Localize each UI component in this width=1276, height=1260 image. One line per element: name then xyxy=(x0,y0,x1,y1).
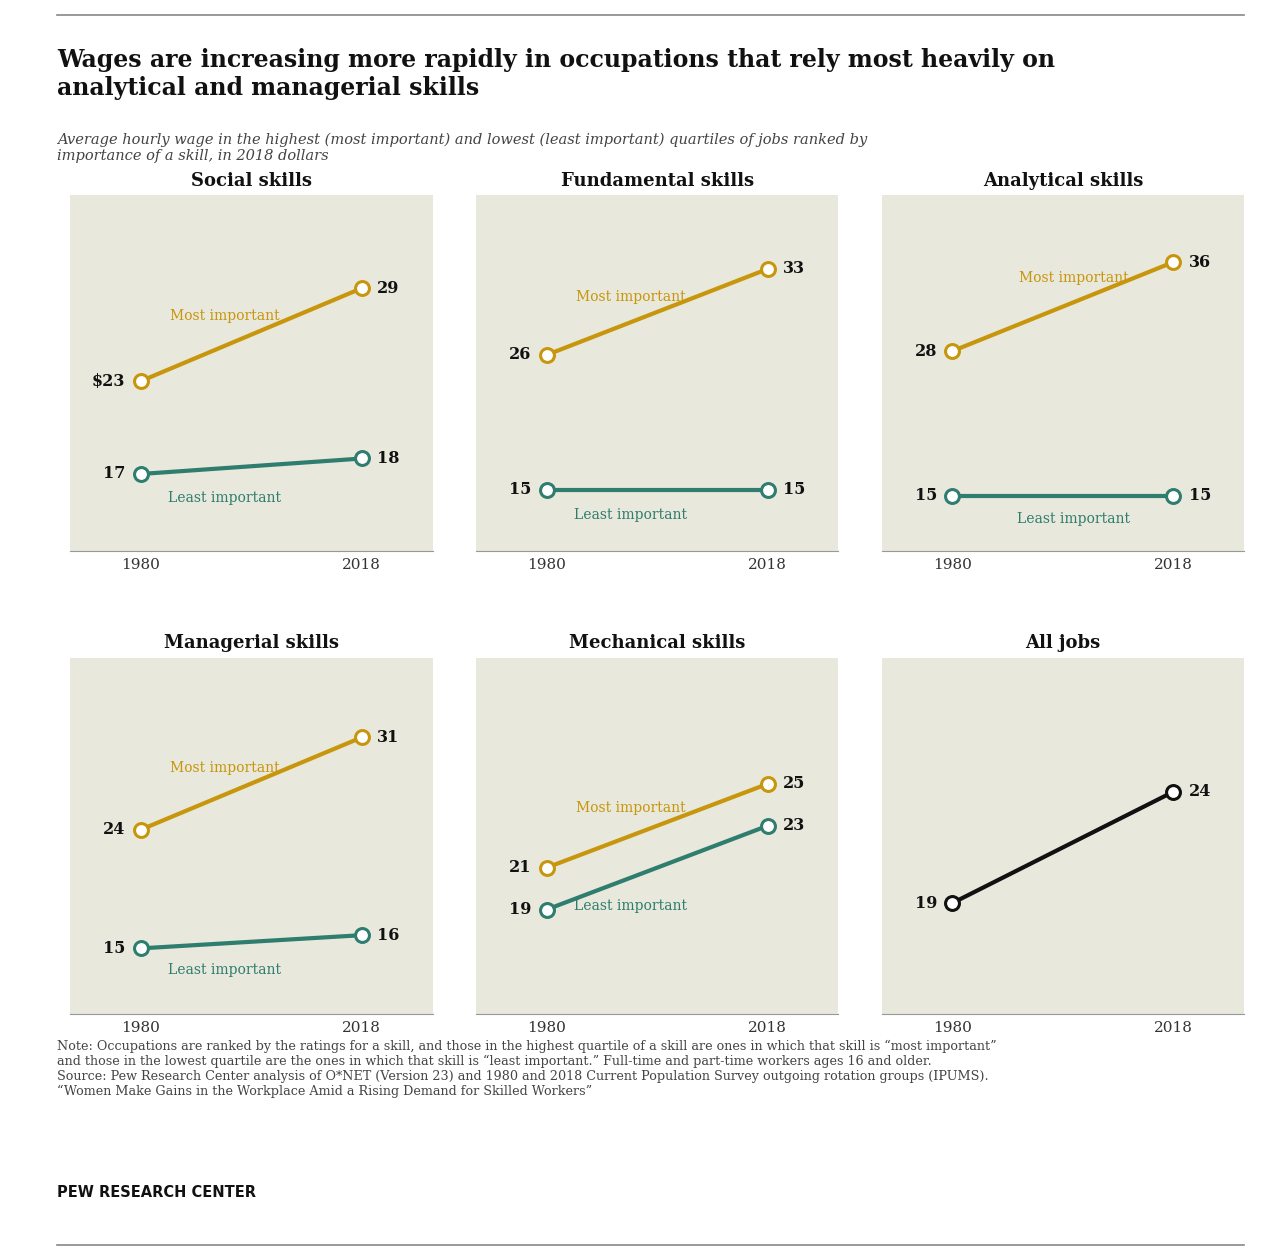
Text: 23: 23 xyxy=(783,818,805,834)
Title: Social skills: Social skills xyxy=(191,171,311,189)
Text: 28: 28 xyxy=(915,343,937,359)
Text: Most important: Most important xyxy=(170,761,279,775)
Text: 29: 29 xyxy=(378,280,399,296)
Text: 15: 15 xyxy=(103,940,125,956)
Text: Most important: Most important xyxy=(1020,271,1129,286)
Title: Managerial skills: Managerial skills xyxy=(163,635,339,653)
Text: PEW RESEARCH CENTER: PEW RESEARCH CENTER xyxy=(57,1184,256,1200)
Text: 36: 36 xyxy=(1189,253,1211,271)
Text: 24: 24 xyxy=(103,822,125,838)
Text: 15: 15 xyxy=(1189,488,1211,504)
Text: Note: Occupations are ranked by the ratings for a skill, and those in the highes: Note: Occupations are ranked by the rati… xyxy=(57,1040,997,1099)
Text: Least important: Least important xyxy=(574,898,688,912)
Text: Least important: Least important xyxy=(168,491,281,505)
Text: Most important: Most important xyxy=(170,309,279,323)
Text: 16: 16 xyxy=(378,926,399,944)
Text: 21: 21 xyxy=(509,859,531,876)
Title: Analytical skills: Analytical skills xyxy=(983,171,1143,189)
Title: Fundamental skills: Fundamental skills xyxy=(560,171,754,189)
Text: Least important: Least important xyxy=(168,963,281,976)
Text: 24: 24 xyxy=(1189,784,1211,800)
Text: Most important: Most important xyxy=(575,801,685,815)
Text: 31: 31 xyxy=(378,728,399,746)
Text: Least important: Least important xyxy=(1017,513,1131,527)
Text: $23: $23 xyxy=(92,373,125,389)
Text: 33: 33 xyxy=(783,261,805,277)
Text: Wages are increasing more rapidly in occupations that rely most heavily on
analy: Wages are increasing more rapidly in occ… xyxy=(57,48,1055,100)
Text: 19: 19 xyxy=(915,895,937,911)
Title: All jobs: All jobs xyxy=(1026,635,1101,653)
Text: 15: 15 xyxy=(915,488,937,504)
Text: Least important: Least important xyxy=(574,509,688,523)
Text: Most important: Most important xyxy=(575,290,685,304)
Text: 25: 25 xyxy=(783,775,805,793)
Text: 17: 17 xyxy=(103,465,125,483)
Text: 15: 15 xyxy=(509,481,531,499)
Text: 19: 19 xyxy=(509,901,531,919)
Text: Average hourly wage in the highest (most important) and lowest (least important): Average hourly wage in the highest (most… xyxy=(57,132,868,163)
Text: 26: 26 xyxy=(509,346,531,363)
Title: Mechanical skills: Mechanical skills xyxy=(569,635,745,653)
Text: 15: 15 xyxy=(783,481,805,499)
Text: 18: 18 xyxy=(378,450,399,467)
